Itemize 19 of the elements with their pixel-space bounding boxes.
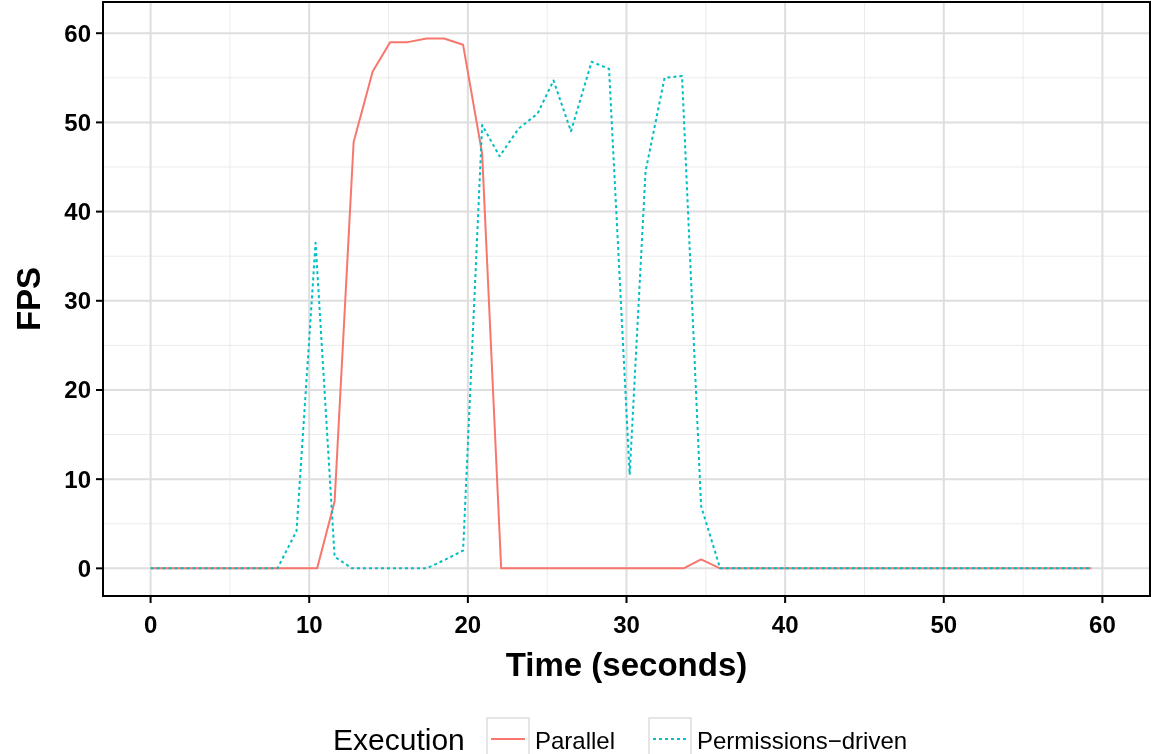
- legend-label: Parallel: [535, 727, 616, 754]
- y-tick-label: 10: [64, 465, 91, 493]
- x-tick-label: 40: [771, 611, 799, 638]
- y-tick-label: 0: [77, 554, 91, 582]
- x-tick-label: 50: [930, 611, 958, 638]
- y-tick-label: 40: [64, 197, 91, 225]
- x-axis-title: Time (seconds): [505, 646, 748, 683]
- x-tick-label: 60: [1089, 611, 1116, 638]
- y-tick-label: 60: [64, 19, 91, 47]
- legend-label: Permissions−driven: [697, 727, 908, 754]
- x-tick-label: 30: [613, 611, 640, 638]
- x-tick-label: 20: [454, 611, 482, 638]
- y-axis-title: FPS: [10, 266, 47, 332]
- y-tick-label: 30: [64, 287, 91, 315]
- y-tick-label: 50: [64, 108, 91, 136]
- y-tick-label: 20: [64, 376, 91, 404]
- legend-title: Execution: [333, 723, 465, 754]
- x-tick-label: 0: [143, 611, 158, 638]
- x-tick-label: 10: [295, 611, 323, 638]
